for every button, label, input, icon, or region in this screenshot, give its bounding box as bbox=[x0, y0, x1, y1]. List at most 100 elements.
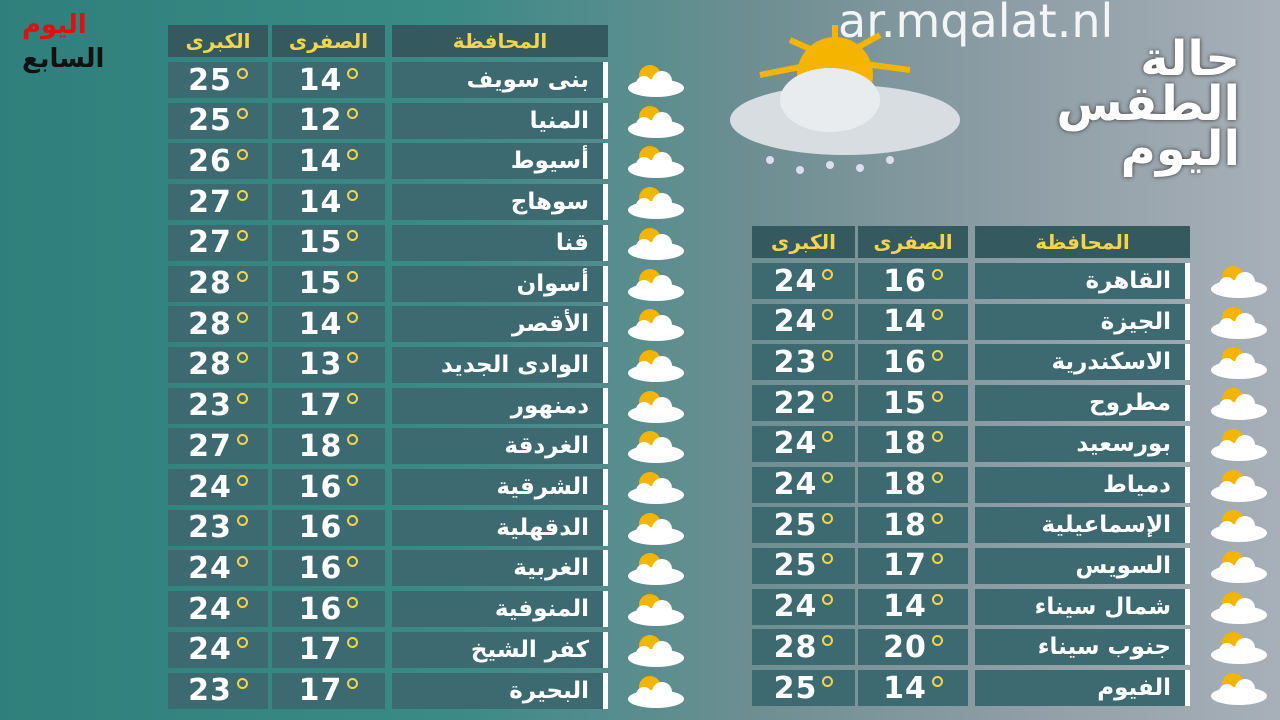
weather-icon bbox=[628, 634, 684, 667]
max-temp: 24 bbox=[168, 550, 268, 587]
watermark: ar.mqalat.nl bbox=[838, 0, 1114, 48]
min-temp: 14 bbox=[272, 143, 385, 180]
column-header: الكبرى bbox=[752, 226, 855, 258]
max-temp: 23 bbox=[168, 387, 268, 424]
min-temp: 17 bbox=[272, 672, 385, 709]
province-name: أسيوط bbox=[392, 143, 608, 180]
weather-icon bbox=[628, 472, 684, 504]
min-temp: 14 bbox=[858, 303, 968, 340]
max-temp: 28 bbox=[168, 265, 268, 302]
province-name: الإسماعيلية bbox=[975, 507, 1190, 544]
province-name: الاسكندرية bbox=[975, 344, 1190, 381]
province-name: أسوان bbox=[392, 265, 608, 302]
column-header: الكبرى bbox=[168, 25, 268, 57]
province-name: بورسعيد bbox=[975, 425, 1190, 462]
province-name: البحيرة bbox=[392, 672, 608, 709]
min-temp: 16 bbox=[272, 591, 385, 628]
max-temp: 23 bbox=[752, 344, 855, 381]
weather-icon bbox=[628, 594, 684, 627]
column-header: الصفرى bbox=[272, 25, 385, 57]
max-temp: 25 bbox=[752, 547, 855, 584]
weather-icon bbox=[1211, 388, 1267, 421]
province-name: المنوفية bbox=[392, 591, 608, 628]
province-name: كفر الشيخ bbox=[392, 631, 608, 668]
max-temp: 23 bbox=[168, 672, 268, 709]
max-temp: 24 bbox=[752, 425, 855, 462]
province-name: الوادى الجديد bbox=[392, 346, 608, 383]
min-temp: 15 bbox=[272, 224, 385, 261]
title-line: الطقس bbox=[1056, 76, 1240, 132]
weather-icon bbox=[628, 390, 684, 423]
min-temp: 13 bbox=[272, 346, 385, 383]
max-temp: 24 bbox=[752, 588, 855, 625]
title-line: اليوم bbox=[1120, 121, 1240, 177]
max-temp: 27 bbox=[168, 224, 268, 261]
min-temp: 17 bbox=[858, 547, 968, 584]
logo-line: السابع bbox=[22, 44, 105, 74]
min-temp: 17 bbox=[272, 387, 385, 424]
weather-icon bbox=[628, 187, 684, 220]
min-temp: 18 bbox=[858, 425, 968, 462]
province-name: الجيزة bbox=[975, 303, 1190, 340]
weather-icon bbox=[1211, 550, 1267, 583]
province-name: قنا bbox=[392, 224, 608, 261]
weather-icon bbox=[628, 65, 684, 97]
max-temp: 24 bbox=[752, 466, 855, 503]
weather-icon bbox=[1211, 347, 1267, 380]
max-temp: 27 bbox=[168, 428, 268, 465]
min-temp: 16 bbox=[272, 550, 385, 587]
weather-illustration bbox=[730, 25, 960, 174]
min-temp: 16 bbox=[858, 344, 968, 381]
province-name: الغربية bbox=[392, 550, 608, 587]
province-name: جنوب سيناء bbox=[975, 629, 1190, 666]
province-name: الأقصر bbox=[392, 306, 608, 343]
min-temp: 18 bbox=[858, 466, 968, 503]
min-temp: 16 bbox=[272, 509, 385, 546]
min-temp: 12 bbox=[272, 102, 385, 139]
max-temp: 24 bbox=[168, 631, 268, 668]
weather-icon bbox=[628, 431, 684, 464]
weather-icon bbox=[1211, 266, 1267, 298]
column-header: المحافظة bbox=[392, 25, 608, 57]
max-temp: 25 bbox=[752, 670, 855, 706]
province-name: الشرقية bbox=[392, 469, 608, 505]
max-temp: 24 bbox=[168, 469, 268, 505]
weather-icon bbox=[628, 512, 684, 545]
min-temp: 20 bbox=[858, 629, 968, 666]
weather-icon bbox=[628, 146, 684, 179]
title-line: حالة bbox=[1140, 31, 1240, 87]
province-name: مطروح bbox=[975, 385, 1190, 422]
province-name: القاهرة bbox=[975, 263, 1190, 299]
province-name: السويس bbox=[975, 547, 1190, 584]
weather-icon bbox=[1211, 428, 1267, 461]
max-temp: 27 bbox=[168, 184, 268, 221]
weather-icon bbox=[628, 105, 684, 138]
min-temp: 18 bbox=[858, 507, 968, 544]
weather-icon bbox=[628, 675, 684, 708]
weather-icon bbox=[1211, 306, 1267, 339]
weather-icon bbox=[1211, 469, 1267, 502]
province-name: الفيوم bbox=[975, 670, 1190, 706]
max-temp: 24 bbox=[752, 303, 855, 340]
min-temp: 16 bbox=[272, 469, 385, 505]
province-name: شمال سيناء bbox=[975, 588, 1190, 625]
max-temp: 28 bbox=[752, 629, 855, 666]
weather-icon bbox=[1211, 510, 1267, 543]
column-header: المحافظة bbox=[975, 226, 1190, 258]
weather-icon bbox=[628, 227, 684, 260]
max-temp: 28 bbox=[168, 346, 268, 383]
max-temp: 26 bbox=[168, 143, 268, 180]
min-temp: 15 bbox=[858, 385, 968, 422]
province-name: المنيا bbox=[392, 102, 608, 139]
min-temp: 14 bbox=[272, 306, 385, 343]
logo-line: اليوم bbox=[22, 10, 87, 40]
weather-icon bbox=[1211, 673, 1267, 705]
max-temp: 25 bbox=[168, 102, 268, 139]
min-temp: 18 bbox=[272, 428, 385, 465]
weather-icon bbox=[1211, 591, 1267, 624]
max-temp: 24 bbox=[752, 263, 855, 299]
max-temp: 28 bbox=[168, 306, 268, 343]
column-header: الصفرى bbox=[858, 226, 968, 258]
min-temp: 14 bbox=[858, 588, 968, 625]
